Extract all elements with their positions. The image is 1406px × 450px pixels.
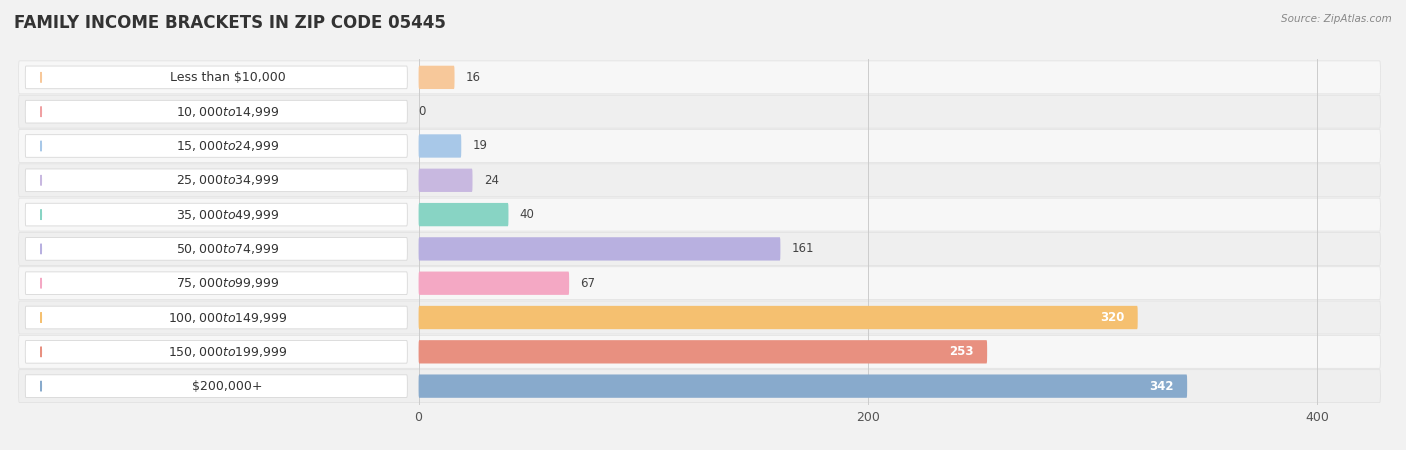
Text: $25,000 to $34,999: $25,000 to $34,999: [176, 173, 280, 187]
FancyBboxPatch shape: [18, 267, 1381, 300]
Text: 320: 320: [1099, 311, 1125, 324]
FancyBboxPatch shape: [25, 203, 408, 226]
Text: $10,000 to $14,999: $10,000 to $14,999: [176, 105, 280, 119]
FancyBboxPatch shape: [419, 169, 472, 192]
Text: $75,000 to $99,999: $75,000 to $99,999: [176, 276, 280, 290]
FancyBboxPatch shape: [18, 130, 1381, 162]
Text: 16: 16: [465, 71, 481, 84]
Text: $100,000 to $149,999: $100,000 to $149,999: [167, 310, 287, 324]
Text: 253: 253: [949, 345, 974, 358]
FancyBboxPatch shape: [25, 238, 408, 260]
FancyBboxPatch shape: [18, 61, 1381, 94]
FancyBboxPatch shape: [419, 374, 1187, 398]
FancyBboxPatch shape: [18, 95, 1381, 128]
FancyBboxPatch shape: [419, 340, 987, 364]
Text: FAMILY INCOME BRACKETS IN ZIP CODE 05445: FAMILY INCOME BRACKETS IN ZIP CODE 05445: [14, 14, 446, 32]
FancyBboxPatch shape: [18, 301, 1381, 334]
FancyBboxPatch shape: [25, 341, 408, 363]
Text: $50,000 to $74,999: $50,000 to $74,999: [176, 242, 280, 256]
Text: Source: ZipAtlas.com: Source: ZipAtlas.com: [1281, 14, 1392, 23]
FancyBboxPatch shape: [25, 375, 408, 397]
FancyBboxPatch shape: [25, 66, 408, 89]
Text: $35,000 to $49,999: $35,000 to $49,999: [176, 207, 280, 221]
Text: 40: 40: [520, 208, 534, 221]
FancyBboxPatch shape: [419, 134, 461, 158]
FancyBboxPatch shape: [25, 169, 408, 192]
Text: 19: 19: [472, 140, 488, 153]
FancyBboxPatch shape: [419, 66, 454, 89]
FancyBboxPatch shape: [18, 233, 1381, 266]
Text: Less than $10,000: Less than $10,000: [170, 71, 285, 84]
Text: 24: 24: [484, 174, 499, 187]
Text: $15,000 to $24,999: $15,000 to $24,999: [176, 139, 280, 153]
FancyBboxPatch shape: [18, 369, 1381, 403]
FancyBboxPatch shape: [18, 335, 1381, 368]
FancyBboxPatch shape: [419, 237, 780, 261]
FancyBboxPatch shape: [25, 135, 408, 157]
FancyBboxPatch shape: [18, 164, 1381, 197]
FancyBboxPatch shape: [18, 198, 1381, 231]
Text: $200,000+: $200,000+: [193, 380, 263, 393]
Text: 0: 0: [419, 105, 426, 118]
FancyBboxPatch shape: [25, 272, 408, 295]
FancyBboxPatch shape: [25, 100, 408, 123]
Text: 67: 67: [581, 277, 595, 290]
Text: 161: 161: [792, 243, 814, 256]
FancyBboxPatch shape: [419, 271, 569, 295]
FancyBboxPatch shape: [419, 203, 509, 226]
Text: 342: 342: [1149, 380, 1174, 393]
FancyBboxPatch shape: [25, 306, 408, 329]
Text: $150,000 to $199,999: $150,000 to $199,999: [167, 345, 287, 359]
FancyBboxPatch shape: [419, 306, 1137, 329]
